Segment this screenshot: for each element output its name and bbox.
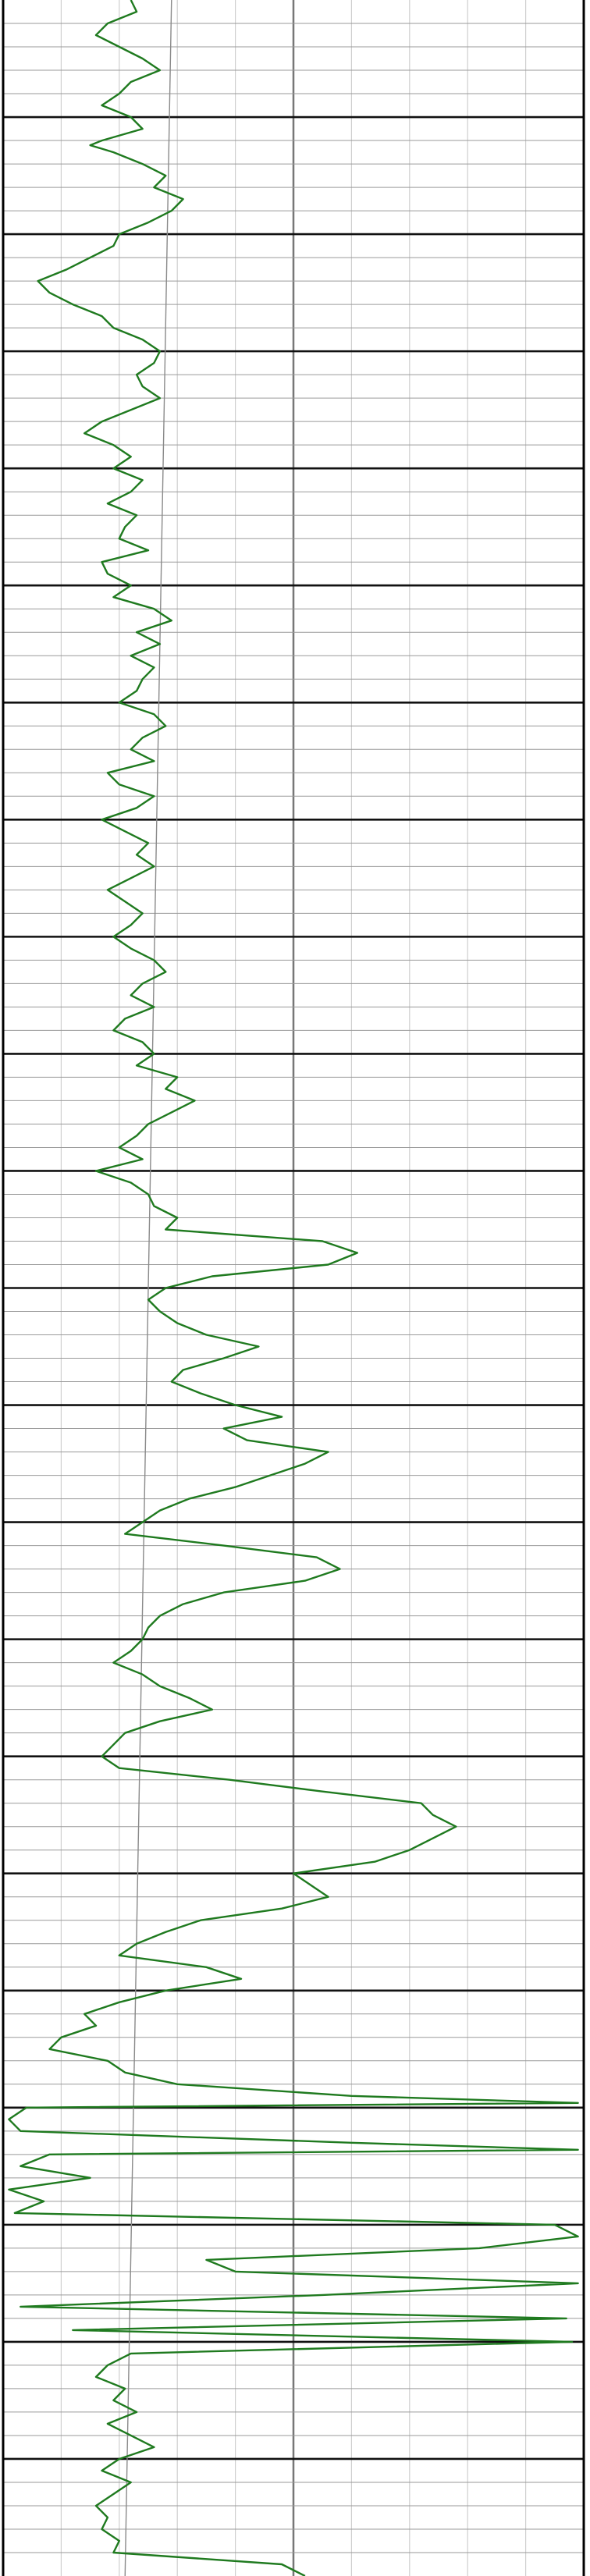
log-curve-series-0 [8, 0, 579, 2576]
reference-line [124, 0, 172, 2576]
major-depth-grid [3, 115, 584, 2461]
curve-layer [8, 0, 579, 2576]
minor-depth-grid [3, 23, 584, 2553]
reference-layer [124, 0, 172, 2576]
